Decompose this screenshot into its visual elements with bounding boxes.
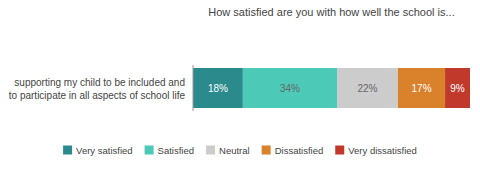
bar-segment — [445, 68, 470, 108]
legend-item: Satisfied — [145, 145, 194, 156]
legend-swatch — [63, 146, 72, 155]
background — [0, 0, 480, 183]
category-labels: supporting my child to be included andto… — [9, 76, 186, 100]
legend-item: Neutral — [206, 145, 250, 156]
legend-swatch — [206, 146, 215, 155]
legend-label: Very dissatisfied — [348, 145, 417, 156]
chart: supporting my child to be included andto… — [0, 0, 480, 183]
legend-label: Neutral — [219, 145, 250, 156]
bar-segment — [337, 68, 398, 108]
data-label: 9% — [450, 83, 465, 94]
data-label: 22% — [358, 83, 378, 94]
legend-label: Very satisfied — [76, 145, 133, 156]
data-label: 17% — [412, 83, 432, 94]
legend-label: Dissatisfied — [275, 145, 324, 156]
bars — [193, 68, 470, 108]
legend-item: Dissatisfied — [262, 145, 324, 156]
category-label: supporting my child to be included andto… — [9, 76, 186, 100]
legend-item: Very dissatisfied — [335, 145, 417, 156]
axis-line — [193, 65, 194, 111]
data-label: 18% — [208, 83, 228, 94]
data-label: 34% — [280, 83, 300, 94]
bar-segment — [243, 68, 337, 108]
title: How satisfied are you with how well the … — [208, 6, 454, 18]
bar-segment — [193, 68, 243, 108]
legend-label: Satisfied — [158, 145, 194, 156]
bar-segment — [398, 68, 445, 108]
legend: Very satisfied Satisfied Neutral Dissatisfi… — [63, 145, 417, 156]
legend-swatch — [262, 146, 271, 155]
data-labels: 18% 34% 22% 17% 9% — [208, 83, 465, 94]
legend-item: Very satisfied — [63, 145, 133, 156]
legend-swatch — [145, 146, 154, 155]
legend-swatch — [335, 146, 344, 155]
